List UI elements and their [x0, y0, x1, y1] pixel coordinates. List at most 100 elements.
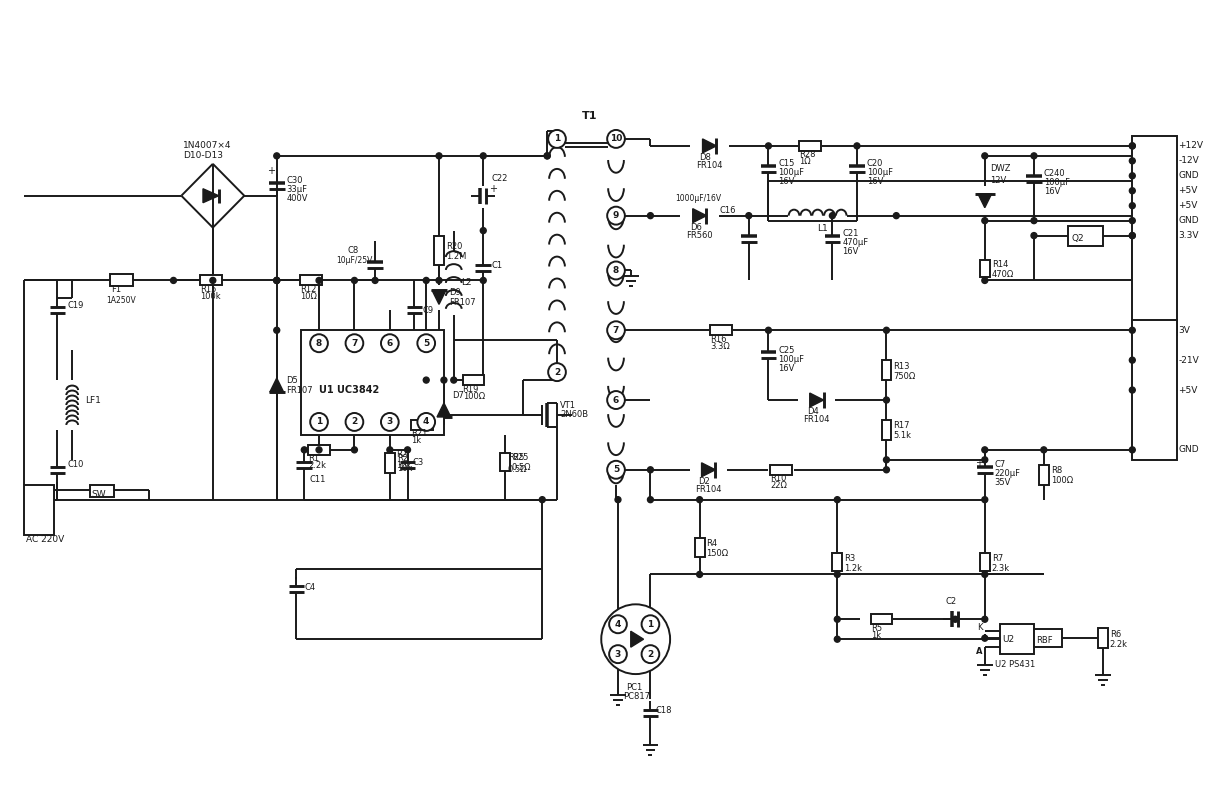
Text: C30: C30	[286, 176, 303, 185]
Circle shape	[1130, 328, 1136, 333]
Text: 10k: 10k	[396, 461, 412, 470]
Circle shape	[607, 130, 625, 148]
Text: K: K	[978, 623, 982, 632]
Bar	[1068, 225, 1103, 246]
Text: 10μF/25V: 10μF/25V	[336, 256, 372, 265]
Text: 4: 4	[422, 418, 430, 427]
Text: C2: C2	[945, 597, 957, 606]
Bar	[799, 141, 821, 151]
Text: FR107: FR107	[286, 385, 313, 395]
Circle shape	[610, 646, 626, 663]
Text: 1000μF/16V: 1000μF/16V	[675, 194, 721, 204]
Text: 1N4007×4: 1N4007×4	[183, 141, 232, 150]
Circle shape	[424, 277, 430, 283]
Bar	[881, 360, 892, 380]
Bar	[435, 235, 444, 265]
Circle shape	[274, 277, 280, 283]
Circle shape	[1130, 188, 1136, 194]
Circle shape	[1130, 173, 1136, 178]
Text: 100μF: 100μF	[779, 354, 804, 363]
Bar	[385, 453, 395, 473]
Text: T1: T1	[582, 111, 597, 121]
Circle shape	[981, 277, 987, 283]
Text: 100Ω: 100Ω	[1050, 476, 1073, 485]
Polygon shape	[978, 194, 992, 208]
Bar	[1039, 465, 1049, 485]
Polygon shape	[693, 208, 706, 223]
Polygon shape	[701, 463, 716, 477]
Circle shape	[310, 334, 328, 352]
Text: C18: C18	[655, 706, 672, 715]
Text: 1.2M: 1.2M	[445, 252, 466, 261]
Text: 2.2k: 2.2k	[308, 461, 326, 470]
Text: 100μF: 100μF	[779, 169, 804, 178]
Text: PC817: PC817	[623, 693, 649, 702]
Text: 1: 1	[647, 620, 653, 629]
Text: 8: 8	[613, 266, 619, 275]
Text: 10Ω: 10Ω	[301, 292, 317, 301]
Text: 3: 3	[614, 650, 622, 659]
Text: 5: 5	[613, 466, 619, 474]
Text: SW: SW	[92, 490, 106, 500]
Text: -12V: -12V	[1178, 157, 1200, 165]
Text: LF1: LF1	[84, 396, 101, 405]
Text: R2: R2	[396, 450, 407, 459]
Text: 33μF: 33μF	[286, 185, 308, 195]
Circle shape	[345, 334, 363, 352]
Text: 2: 2	[554, 367, 560, 376]
Circle shape	[387, 422, 392, 428]
Text: R20: R20	[445, 242, 462, 251]
Text: AC 220V: AC 220V	[27, 535, 64, 544]
Text: R21: R21	[412, 429, 427, 439]
Text: 6: 6	[613, 396, 619, 405]
Text: C4: C4	[304, 583, 315, 592]
Text: C22: C22	[491, 174, 507, 183]
Circle shape	[607, 461, 625, 478]
Bar	[870, 614, 892, 624]
Text: C1: C1	[491, 261, 502, 270]
Bar	[462, 375, 484, 385]
Text: 100μF: 100μF	[1044, 178, 1069, 187]
Text: 3: 3	[386, 418, 393, 427]
Circle shape	[696, 496, 702, 503]
Text: GND: GND	[1178, 217, 1199, 225]
Circle shape	[834, 616, 840, 622]
Text: 16V: 16V	[1044, 187, 1060, 196]
Text: F1: F1	[111, 285, 122, 294]
Circle shape	[424, 377, 430, 383]
Circle shape	[1130, 158, 1136, 164]
Polygon shape	[631, 631, 643, 647]
Text: D10-D13: D10-D13	[183, 152, 223, 161]
Text: D9: D9	[449, 288, 461, 297]
Circle shape	[316, 277, 322, 283]
Text: 470μF: 470μF	[842, 238, 868, 247]
Circle shape	[607, 207, 625, 225]
Text: 1: 1	[316, 418, 322, 427]
Text: FR560: FR560	[686, 231, 712, 240]
Circle shape	[544, 152, 550, 159]
Text: 3V: 3V	[1178, 326, 1190, 335]
Text: 7: 7	[613, 326, 619, 335]
Circle shape	[418, 413, 435, 431]
Circle shape	[274, 277, 280, 283]
Circle shape	[418, 334, 435, 352]
Text: U1 UC3842: U1 UC3842	[319, 385, 379, 395]
Text: FR104: FR104	[803, 415, 829, 424]
Circle shape	[1130, 143, 1136, 149]
Text: R1: R1	[308, 454, 320, 463]
Circle shape	[607, 391, 625, 409]
Bar	[980, 260, 990, 277]
Text: R25: R25	[508, 453, 524, 462]
Bar	[833, 553, 842, 572]
Text: R17: R17	[893, 422, 910, 431]
Text: R6: R6	[1109, 629, 1121, 639]
Text: 2: 2	[351, 418, 357, 427]
Circle shape	[616, 496, 620, 503]
Circle shape	[647, 212, 653, 219]
Bar	[1132, 136, 1177, 335]
Text: +: +	[975, 457, 982, 468]
Text: PC1: PC1	[626, 683, 642, 692]
Circle shape	[647, 467, 653, 473]
Text: R2: R2	[397, 454, 408, 463]
Text: 1.2k: 1.2k	[844, 564, 862, 573]
